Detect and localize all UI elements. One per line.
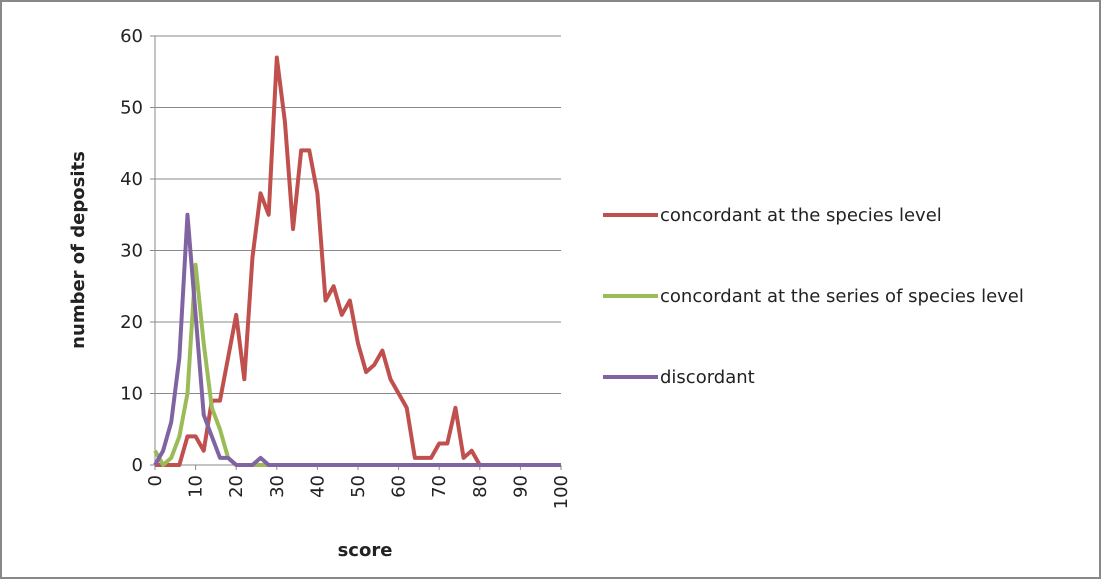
x-tick-label: 10 xyxy=(186,475,207,498)
legend-label: concordant at the species level xyxy=(660,205,942,226)
x-tick-label: 100 xyxy=(551,475,572,509)
y-tick-label: 50 xyxy=(120,98,143,119)
y-tick-label: 0 xyxy=(132,455,143,476)
x-tick-label: 30 xyxy=(267,475,288,498)
y-tick-label: 10 xyxy=(120,384,143,405)
y-axis-label: number of deposits xyxy=(68,151,89,349)
series-line xyxy=(153,212,561,467)
y-tick-label: 20 xyxy=(120,312,143,333)
x-tick-label: 90 xyxy=(510,475,531,498)
x-tick-label: 0 xyxy=(145,475,166,486)
legend-label: concordant at the series of species leve… xyxy=(660,286,1024,307)
x-tick-label: 70 xyxy=(429,475,450,498)
x-tick-label: 40 xyxy=(307,475,328,498)
y-tick-label: 40 xyxy=(120,169,143,190)
x-tick-label: 80 xyxy=(470,475,491,498)
x-tick-label: 60 xyxy=(389,475,410,498)
y-tick-label: 60 xyxy=(120,26,143,47)
x-tick-label: 50 xyxy=(348,475,369,498)
y-tick-label: 30 xyxy=(120,241,143,262)
legend-label: discordant xyxy=(660,367,755,388)
x-axis-label: score xyxy=(338,540,393,561)
x-tick-label: 20 xyxy=(226,475,247,498)
